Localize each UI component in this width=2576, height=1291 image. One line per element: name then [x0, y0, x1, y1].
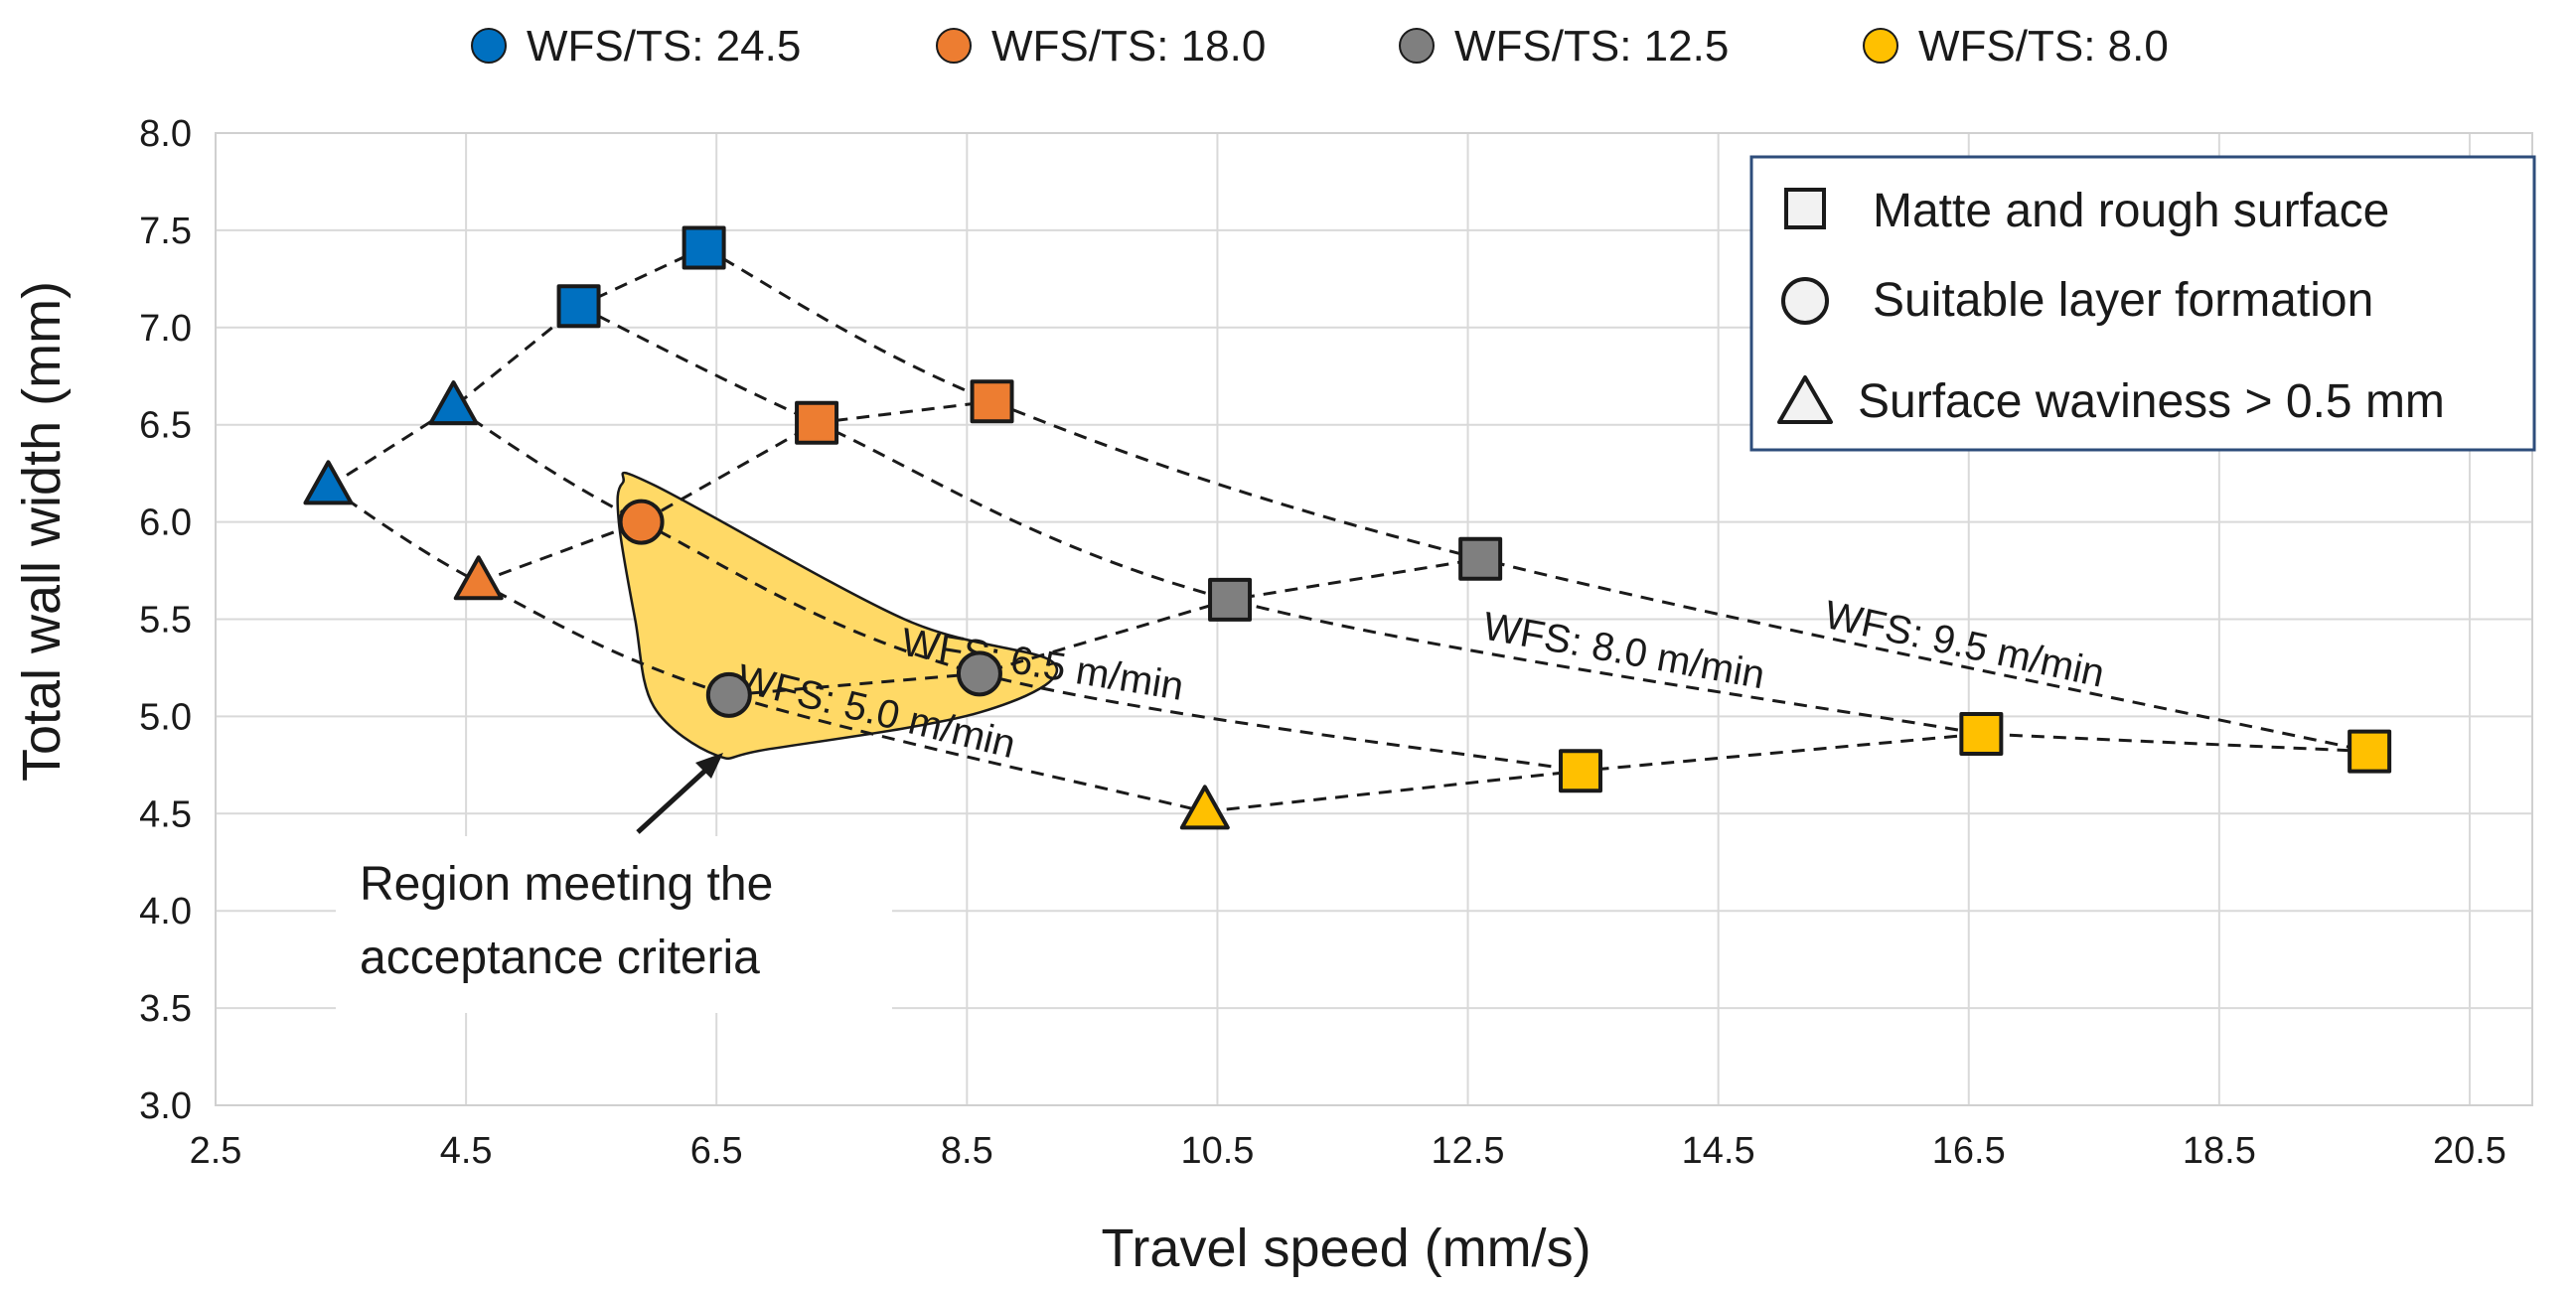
annotation-box [336, 836, 892, 1013]
x-tick-label: 2.5 [190, 1130, 242, 1172]
x-axis-title: Travel speed (mm/s) [1101, 1219, 1591, 1278]
data-point-wfs-ts-12-5-circle [956, 650, 1002, 697]
triangle-legend-icon [1777, 375, 1833, 424]
data-markers [303, 225, 2392, 830]
legend-marker-wfs-ts-12-5 [1399, 28, 1435, 64]
x-tick-label: 20.5 [2433, 1130, 2506, 1172]
legend-item-wfs-ts-8-0: WFS/TS: 8.0 [1863, 22, 2169, 71]
x-tick-label: 4.5 [440, 1130, 493, 1172]
shape-legend-box [1749, 155, 2536, 452]
data-point-wfs-ts-8-0-square [1558, 749, 1602, 793]
wfs-curve-wfs-8-0-m-min [577, 304, 1982, 736]
wfs-curve-wfs-6-5-m-min [452, 405, 1582, 773]
data-point-wfs-ts-18-0-square [795, 400, 839, 445]
data-point-wfs-ts-24-5-triangle [303, 460, 354, 505]
annotation-line-1: Region meeting the [360, 858, 773, 911]
data-point-wfs-ts-18-0-square [970, 379, 1014, 424]
annotation-arrow-shaft [636, 767, 709, 834]
annotation-line-2: acceptance criteria [360, 932, 760, 984]
legend-label-wfs-ts-18-0: WFS/TS: 18.0 [991, 22, 1266, 71]
legend-marker-wfs-ts-24-5 [471, 28, 507, 64]
circle-legend-icon [1781, 277, 1829, 325]
legend-label-wfs-ts-24-5: WFS/TS: 24.5 [527, 22, 801, 71]
wfs-curve-wfs-9-5-m-min [702, 246, 2370, 754]
y-tick-label: 4.5 [139, 793, 192, 835]
series-legend: WFS/TS: 24.5 WFS/TS: 18.0 WFS/TS: 12.5 W… [471, 22, 2169, 71]
x-tick-label: 8.5 [941, 1130, 993, 1172]
region-annotation: Region meeting the acceptance criteria [336, 753, 892, 1013]
shape-legend: Matte and rough surface Suitable layer f… [1749, 155, 2536, 452]
shape-legend-square-label: Matte and rough surface [1873, 185, 2389, 237]
y-tick-label: 6.5 [139, 405, 192, 447]
data-point-wfs-ts-12-5-square [1458, 536, 1503, 581]
series-line-wfs-ts-18-0 [478, 399, 992, 584]
y-tick-label: 3.0 [139, 1085, 192, 1127]
series-line-wfs-ts-24-5 [327, 246, 705, 489]
legend-item-wfs-ts-12-5: WFS/TS: 12.5 [1399, 22, 1729, 71]
x-tick-label: 6.5 [690, 1130, 743, 1172]
y-tick-label: 4.0 [139, 891, 192, 932]
x-tick-label: 14.5 [1682, 1130, 1755, 1172]
legend-label-wfs-ts-12-5: WFS/TS: 12.5 [1454, 22, 1729, 71]
y-tick-label: 8.0 [139, 113, 192, 155]
plot-frame [215, 132, 2533, 1106]
square-legend-icon [1784, 188, 1826, 229]
x-axis-ticks: 2.5 4.5 6.5 8.5 10.5 12.5 14.5 16.5 18.5 20.5 [190, 1130, 2506, 1172]
shape-legend-circle-label: Suitable layer formation [1873, 274, 2373, 327]
data-point-wfs-ts-12-5-circle [705, 671, 752, 718]
data-point-wfs-ts-8-0-square [1959, 712, 2004, 757]
y-tick-label: 6.0 [139, 502, 192, 544]
series-line-wfs-ts-8-0 [1204, 732, 2370, 813]
x-tick-label: 12.5 [1432, 1130, 1505, 1172]
y-axis-title: Total wall width (mm) [12, 281, 72, 782]
data-point-wfs-ts-12-5-square [1208, 577, 1253, 622]
shape-legend-triangle-label: Surface waviness > 0.5 mm [1858, 375, 2445, 428]
legend-item-wfs-ts-24-5: WFS/TS: 24.5 [471, 22, 801, 71]
legend-label-wfs-ts-8-0: WFS/TS: 8.0 [1918, 22, 2169, 71]
wfs-curves [327, 246, 2370, 813]
data-point-wfs-ts-8-0-triangle [1179, 785, 1230, 830]
x-tick-label: 16.5 [1932, 1130, 2006, 1172]
data-point-wfs-ts-24-5-square [556, 284, 601, 329]
data-point-wfs-ts-8-0-square [2348, 729, 2392, 774]
y-tick-label: 3.5 [139, 988, 192, 1030]
wfs-curve-wfs-5-0-m-min [327, 486, 1206, 813]
annotation-arrow-head [695, 753, 723, 779]
series-line-wfs-ts-12-5 [728, 557, 1481, 697]
data-point-wfs-ts-18-0-triangle [453, 555, 504, 601]
y-axis-ticks: 3.0 3.5 4.0 4.5 5.0 5.5 6.0 6.5 7.0 7.5 8.0 [139, 113, 192, 1127]
x-tick-label: 18.5 [2183, 1130, 2256, 1172]
y-tick-label: 5.5 [139, 600, 192, 642]
y-tick-label: 7.0 [139, 308, 192, 350]
data-point-wfs-ts-24-5-square [682, 225, 726, 270]
y-tick-label: 5.0 [139, 696, 192, 738]
x-tick-label: 10.5 [1180, 1130, 1254, 1172]
legend-marker-wfs-ts-8-0 [1863, 28, 1898, 64]
data-point-wfs-ts-24-5-triangle [428, 380, 479, 426]
legend-marker-wfs-ts-18-0 [936, 28, 972, 64]
data-point-wfs-ts-18-0-circle [618, 499, 665, 545]
legend-item-wfs-ts-18-0: WFS/TS: 18.0 [936, 22, 1266, 71]
y-tick-label: 7.5 [139, 211, 192, 252]
